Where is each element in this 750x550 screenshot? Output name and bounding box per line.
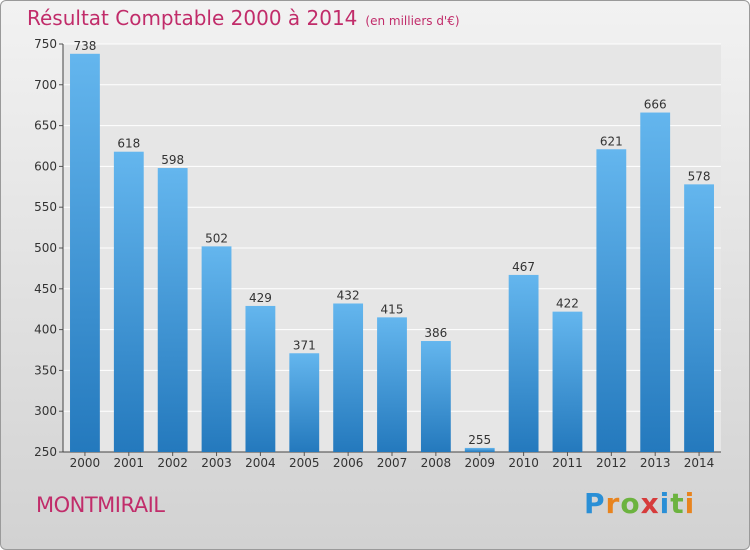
x-tick-label: 2006 (333, 456, 364, 470)
bar-2013 (640, 112, 671, 452)
y-tick-label: 550 (34, 200, 57, 214)
x-tick-label: 2005 (289, 456, 320, 470)
x-tick-label: 2004 (245, 456, 276, 470)
bar-2009 (464, 447, 495, 452)
proxiti-logo: Proxiti (584, 487, 695, 520)
x-tick-label: 2011 (552, 456, 583, 470)
x-tick-label: 2002 (157, 456, 188, 470)
x-tick-label: 2009 (464, 456, 495, 470)
logo-letter: i (684, 487, 696, 520)
data-label: 666 (644, 98, 667, 112)
logo-letter: o (620, 487, 641, 520)
data-label: 621 (600, 134, 623, 148)
bar-2012 (596, 149, 627, 452)
x-tick-label: 2013 (640, 456, 671, 470)
logo-letter: r (605, 487, 621, 520)
y-tick-label: 350 (34, 363, 57, 377)
chart-subtitle: (en milliers d'€) (365, 14, 460, 28)
bar-2010 (508, 274, 539, 452)
x-tick-label: 2000 (70, 456, 101, 470)
x-tick-label: 2003 (201, 456, 232, 470)
logo-letter: t (670, 487, 685, 520)
data-label: 738 (73, 39, 96, 53)
x-tick-label: 2010 (508, 456, 539, 470)
y-tick-label: 450 (34, 282, 57, 296)
data-label: 386 (424, 326, 447, 340)
bar-2003 (201, 246, 232, 452)
bar-2011 (552, 311, 583, 452)
y-tick-label: 250 (34, 445, 57, 459)
bar-2005 (289, 353, 320, 452)
data-label: 467 (512, 260, 535, 274)
bar-2000 (70, 53, 100, 453)
x-tick-label: 2014 (684, 456, 715, 470)
bar-2002 (157, 168, 188, 453)
y-tick-label: 400 (34, 323, 57, 337)
data-label: 371 (293, 338, 316, 352)
bar-2001 (113, 151, 144, 452)
x-tick-label: 2012 (596, 456, 627, 470)
data-label: 422 (556, 297, 579, 311)
x-tick-label: 2001 (114, 456, 145, 470)
logo-letter: i (659, 487, 671, 520)
y-tick-label: 750 (34, 37, 57, 51)
data-label: 432 (337, 288, 360, 302)
data-label: 415 (381, 302, 404, 316)
bar-2006 (333, 303, 364, 452)
logo-letter: x (640, 487, 660, 520)
data-label: 578 (688, 169, 711, 183)
bar-2014 (684, 184, 714, 453)
data-label: 618 (117, 137, 140, 151)
data-label: 429 (249, 291, 272, 305)
bar-2004 (245, 305, 276, 452)
y-tick-label: 700 (34, 78, 57, 92)
data-label: 502 (205, 231, 228, 245)
data-label: 255 (468, 433, 491, 447)
bar-2008 (420, 341, 451, 452)
y-tick-label: 650 (34, 119, 57, 133)
commune-name: MONTMIRAIL (36, 493, 165, 517)
x-tick-label: 2008 (421, 456, 452, 470)
x-tick-label: 2007 (377, 456, 408, 470)
y-tick-label: 500 (34, 241, 57, 255)
y-tick-label: 600 (34, 159, 57, 173)
logo-letter: P (584, 487, 606, 520)
title-row: Résultat Comptable 2000 à 2014 (en millie… (27, 6, 460, 30)
y-tick-label: 300 (34, 404, 57, 418)
chart-title: Résultat Comptable 2000 à 2014 (27, 6, 358, 30)
bar-2007 (377, 317, 407, 452)
data-label: 598 (161, 153, 184, 167)
